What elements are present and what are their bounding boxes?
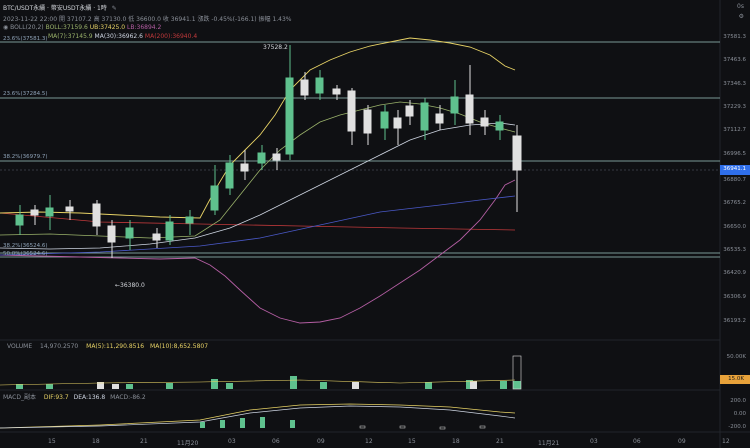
ma7-value: MA(7):37145.9 bbox=[48, 33, 93, 40]
price-tick: 37346.3 bbox=[723, 81, 746, 87]
current-price-label: 36941.1 bbox=[723, 166, 746, 172]
price-tick: 37463.6 bbox=[723, 57, 746, 63]
price-tick: 36765.2 bbox=[723, 200, 746, 206]
high-annotation: 37528.2 bbox=[263, 44, 288, 51]
volume-bars bbox=[0, 355, 522, 390]
candles bbox=[15, 45, 522, 258]
ub-value: UB:37425.0 bbox=[89, 24, 126, 31]
volume-ma10: MA(10):8,652.5807 bbox=[150, 343, 209, 350]
gear-icon[interactable]: ⚙ bbox=[738, 13, 744, 20]
boll-label: BOLL(20,2) bbox=[10, 24, 44, 31]
time-tick: 12 bbox=[365, 438, 373, 445]
timer-label: 0s bbox=[737, 3, 744, 10]
time-tick: 09 bbox=[317, 438, 325, 445]
boll-value: BOLL:37159.6 bbox=[45, 24, 88, 31]
time-tick: 06 bbox=[633, 438, 641, 445]
volume-axis-top: 50.00K bbox=[726, 354, 746, 360]
macd-legend: MACD_副本 DIF:93.7 DEA:136.8 MACD:-86.2 bbox=[3, 392, 146, 401]
volume-legend: VOLUME 14,970.2570 MA(5):11,290.8516 MA(… bbox=[7, 343, 208, 350]
price-tick: 36193.2 bbox=[723, 318, 746, 324]
eye-icon[interactable]: ◉ bbox=[3, 24, 9, 31]
price-tick: 36996.5 bbox=[723, 151, 746, 157]
price-tick: 36650.0 bbox=[723, 224, 746, 230]
ma-legend: MA(7):37145.9 MA(30):36962.6 MA(200):369… bbox=[48, 33, 197, 40]
low-annotation: ←36380.0 bbox=[115, 282, 145, 289]
fib-label-2: 23.6%(37284.5) bbox=[3, 91, 48, 97]
price-tick: 36306.9 bbox=[723, 294, 746, 300]
volume-tag-label: 15.0K bbox=[728, 376, 744, 382]
symbol-title[interactable]: BTC/USDT永續 · 幣安USDT永續 · 1時 ✎ bbox=[3, 3, 117, 12]
symbol-title-text: BTC/USDT永續 · 幣安USDT永續 · 1時 bbox=[3, 5, 107, 12]
volume-values: 14,970.2570 bbox=[40, 343, 79, 350]
lb-value: LB:36894.2 bbox=[127, 24, 162, 31]
macd-dif: DIF:93.7 bbox=[43, 394, 69, 401]
macd-dea: DEA:136.8 bbox=[73, 394, 106, 401]
price-tick: 37581.3 bbox=[723, 34, 746, 40]
fib-label-1: 23.6%(37581.3) bbox=[3, 36, 48, 42]
ma200-value: MA(200):36940.4 bbox=[144, 33, 198, 40]
pencil-icon[interactable]: ✎ bbox=[111, 5, 117, 12]
time-tick: 21 bbox=[496, 438, 504, 445]
time-tick: 06 bbox=[272, 438, 280, 445]
price-tick: 36880.7 bbox=[723, 177, 746, 183]
time-tick: 18 bbox=[92, 438, 100, 445]
time-tick: 18 bbox=[452, 438, 460, 445]
time-tick: 15 bbox=[408, 438, 416, 445]
ma30-value: MA(30):36962.6 bbox=[94, 33, 143, 40]
macd-tick: 200.0 bbox=[730, 398, 746, 404]
price-tick: 36535.3 bbox=[723, 247, 746, 253]
macd-hist bbox=[0, 403, 516, 430]
macd-tick: 0.00 bbox=[733, 411, 746, 417]
time-tick: 15 bbox=[48, 438, 56, 445]
time-tick: 09 bbox=[678, 438, 686, 445]
volume-ma5: MA(5):11,290.8516 bbox=[86, 343, 145, 350]
time-tick: 03 bbox=[228, 438, 236, 445]
price-tick: 37229.3 bbox=[723, 104, 746, 110]
macd-value: MACD:-86.2 bbox=[110, 394, 146, 401]
fib-label-5: 50.0%(36524.6) bbox=[3, 251, 48, 257]
price-tick: 36420.9 bbox=[723, 270, 746, 276]
volume-tag bbox=[720, 375, 750, 384]
boll-legend: ◉ BOLL(20,2) BOLL:37159.6 UB:37425.0 LB:… bbox=[3, 24, 161, 31]
macd-label: MACD_副本 bbox=[3, 394, 36, 401]
volume-label: VOLUME bbox=[7, 343, 33, 350]
time-tick: 03 bbox=[590, 438, 598, 445]
current-price-tag bbox=[720, 165, 750, 175]
ohlc-line: 2023-11-22 22:00 開 37107.2 高 37130.0 低 3… bbox=[3, 16, 292, 23]
time-tick: 21 bbox=[140, 438, 148, 445]
time-tick: 12 bbox=[722, 438, 730, 445]
fib-label-3: 38.2%(36979.7) bbox=[3, 154, 48, 160]
time-tick: 11月20 bbox=[177, 440, 199, 447]
price-tick: 37112.7 bbox=[723, 127, 746, 133]
macd-tick: -200.0 bbox=[728, 424, 746, 430]
time-tick: 11月21 bbox=[538, 440, 560, 447]
fib-label-4: 38.2%(36524.6) bbox=[3, 243, 48, 249]
